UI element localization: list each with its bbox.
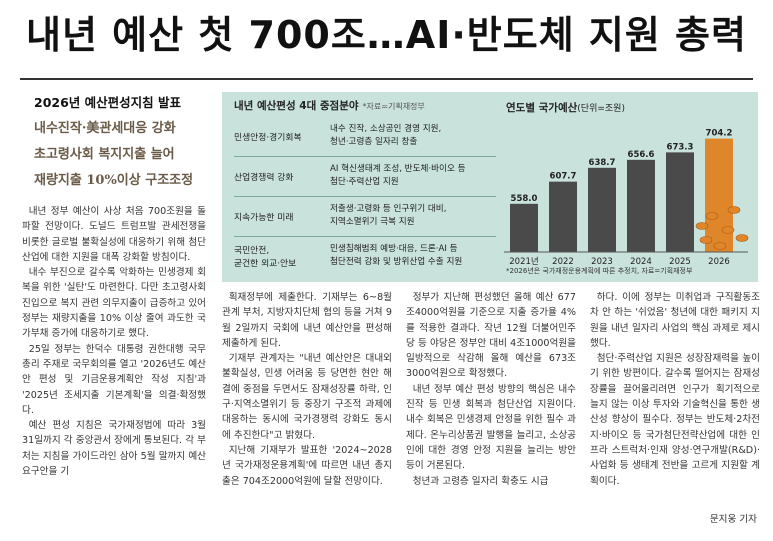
subhead-line: 재량지출 10%이상 구조조정 [34,173,194,188]
headline: 내년 예산 첫 700조…AI·반도체 지원 총력 [26,13,747,57]
coin-illustration [727,206,741,214]
table-description-line: AI 혁신생태계 조성, 반도체·바이오 등 [330,164,466,174]
table-divider [234,236,496,237]
chart-bar [510,203,538,252]
chart-category-label: 2024 [630,257,652,267]
table-divider [234,196,496,197]
infographic-box: 내년 예산편성 4대 중점분야 *자료=기획재정부 민생안정·경기회복 내수 진작,… [222,92,758,282]
article-paragraph: 내년 정부 예산이 사상 처음 700조원을 돌파할 전망이다. 도널드 트럼프… [22,206,206,263]
table-title-text: 내년 예산편성 4대 중점분야 [234,100,359,112]
article-paragraph: 청년과 고령층 일자리 확충도 시급 [412,475,549,487]
chart-value-label: 656.6 [628,150,655,160]
chart-category-label: 2023 [591,257,613,267]
chart-unit: (단위=조원) [577,104,625,114]
article-paragraph: 지난해 기재부가 발표한 '2024~2028년 국가재정운용계획'에 따르면 … [222,444,392,487]
chart-bar [588,167,616,252]
article-column-3: 정부가 지난해 편성했던 올해 예산 677조4000억원을 기준으로 지출 증… [406,290,576,489]
chart-bar [705,138,733,252]
chart-title: 연도별 국가예산(단위=조원) [506,100,625,115]
table-source: *자료=기획재정부 [362,102,425,111]
table-category: 국민안전, 굳건한 외교·안보 [234,246,297,269]
article-paragraph: 내수 부진으로 갈수록 악화하는 민생경제 회복을 위한 '실탄'도 마련한다.… [22,267,206,340]
chart-value-label: 558.0 [511,194,538,204]
table-divider [234,156,496,157]
chart-bar [549,181,577,252]
table-description-line: 내수 진작, 소상공인 경영 지원, [330,124,442,134]
subhead-kicker: 2026년 예산편성지침 발표 [34,95,181,110]
priority-table: 민생안정·경기회복 내수 진작, 소상공인 경영 지원, 청년·고령층 일자리 창출… [230,116,498,276]
chart-value-label: 607.7 [550,172,577,182]
article-paragraph: 획재정부에 제출한다. 기재부는 6~8월 관계 부처, 지방자치단체 협의 등… [222,292,392,349]
table-description-line: 민생침해범죄 예방·대응, 드론·AI 등 [330,244,458,254]
coin-illustration [695,222,709,230]
chart-category-label: 2022 [552,257,574,267]
table-description: 저출생·고령화 등 인구위기 대비, 지역소멸위기 극복 지원 [330,203,498,229]
coin-illustration [699,236,713,244]
chart-value-label: 673.3 [667,142,694,152]
article-paragraph: 25일 정부는 한덕수 대통령 권한대행 국무총리 주재로 국무회의를 열고 '… [22,343,206,416]
table-category: 지속가능한 미래 [234,212,294,223]
byline: 문지웅 기자 [709,514,757,525]
table-row: 지속가능한 미래 저출생·고령화 등 인구위기 대비, 지역소멸위기 극복 지원 [230,198,498,234]
table-description-line: 첨단전력 강화 및 방위산업 수출 지원 [330,257,463,267]
article-paragraph: 하다. 이에 정부는 미취업과 구직활동조차 안 하는 '쉬었음' 청년에 대한… [590,292,760,349]
subhead-line: 내수진작·美관세대응 강화 [34,121,176,136]
article-column-1: 내년 정부 예산이 사상 처음 700조원을 돌파할 전망이다. 도널드 트럼프… [22,204,206,479]
table-row: 민생안정·경기회복 내수 진작, 소상공인 경영 지원, 청년·고령층 일자리 창출 [230,118,498,154]
article-paragraph: 내년 정부 예산 편성 방향의 핵심은 내수 진작 등 민생 회복과 첨단산업 … [406,383,576,472]
chart-value-label: 704.2 [706,129,733,139]
article-column-4: 하다. 이에 정부는 미취업과 구직활동조차 안 하는 '쉬었음' 청년에 대한… [590,290,760,489]
subheads: 2026년 예산편성지침 발표 내수진작·美관세대응 강화 초고령사회 복지지출… [34,92,206,195]
table-description-line: 지역소멸위기 극복 지원 [330,217,415,227]
table-category: 민생안정·경기회복 [234,132,302,143]
chart-svg: 558.0 2021년 607.7 2022 638.7 2023 656.6 2024 673… [504,129,749,267]
table-description: 내수 진작, 소상공인 경영 지원, 청년·고령층 일자리 창출 [330,123,498,149]
table-description-line: 첨단·주력산업 지원 [330,177,399,187]
chart-category-label: 2025 [669,257,691,267]
chart-bar [666,152,694,252]
coin-illustration [713,242,727,250]
coin-illustration [705,212,719,220]
chart-category-label: 2021년 [509,256,538,267]
chart-note: *2026년은 국가재정운용계획에 따른 추정치, 자료=기획재정부 [506,267,693,275]
article-paragraph: 정부가 지난해 편성했던 올해 예산 677조4000억원을 기준으로 지출 증… [406,292,576,380]
table-description-line: 청년·고령층 일자리 창출 [330,137,418,147]
chart-title-text: 연도별 국가예산 [506,102,578,114]
chart-category-label: 2026 [708,257,730,267]
subhead-line: 초고령사회 복지지출 늘어 [34,147,175,162]
table-description-line: 저출생·고령화 등 인구위기 대비, [330,204,447,214]
table-category: 산업경쟁력 강화 [234,172,294,183]
article-paragraph: 첨단·주력산업 지원은 성장잠재력을 높이기 위한 방편이다. 갈수록 떨어지는… [590,353,760,487]
coin-illustration [735,234,749,242]
budget-chart: 연도별 국가예산(단위=조원) 558.0 2021년 607.7 2022 638.7… [502,98,752,278]
chart-value-label: 638.7 [589,158,616,168]
chart-bar [627,159,655,252]
article-paragraph: 예산 편성 지침은 국가재정법에 따라 3월 31일까지 각 중앙관서 장에게 … [22,420,206,478]
article-paragraph: 기재부 관계자는 "내년 예산안은 대내외 불확실성, 민생 어려움 등 당면한… [222,353,392,441]
coin-illustration [721,226,735,234]
article-column-2: 획재정부에 제출한다. 기재부는 6~8월 관계 부처, 지방자치단체 협의 등… [222,290,392,489]
headline-rule [20,78,753,80]
table-title: 내년 예산편성 4대 중점분야 *자료=기획재정부 [234,98,425,113]
